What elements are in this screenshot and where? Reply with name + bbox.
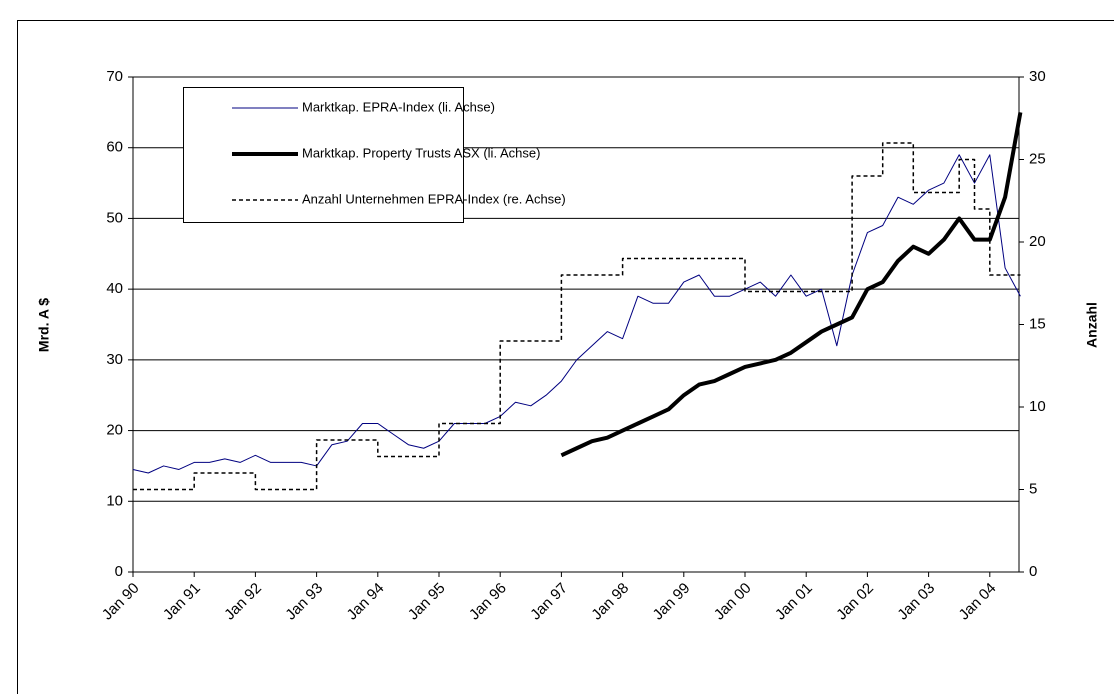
x-tick-label: Jan 92 [221,580,265,624]
y2-tick-label: 25 [1029,150,1046,167]
y2-axis-title: Anzahl [1084,302,1100,348]
series-line [133,142,1021,491]
x-tick-label: Jan 00 [711,580,755,624]
x-tick-label: Jan 96 [466,580,510,624]
y-tick-label: 10 [106,492,123,509]
y2-tick-label: 15 [1029,315,1046,332]
x-tick-label: Jan 93 [282,580,326,624]
x-tick-label: Jan 99 [650,580,694,624]
y2-tick-label: 0 [1029,563,1037,580]
x-tick-label: Jan 02 [833,580,877,624]
x-tick-label: Jan 98 [588,580,632,624]
y-tick-label: 50 [106,209,123,226]
x-tick-label: Jan 97 [527,580,571,624]
y2-tick-label: 5 [1029,480,1037,497]
legend: Marktkap. EPRA-Index (li. Achse) Marktkap… [183,87,566,223]
x-tick-label: Jan 01 [772,580,816,624]
x-tick-label: Jan 03 [894,580,938,624]
y-axis-title: Mrd. A $ [36,298,52,352]
x-tick-label: Jan 90 [99,580,143,624]
y-tick-label: 70 [106,68,123,85]
x-tick-label: Jan 94 [344,580,388,624]
y-tick-label: 30 [106,351,123,368]
y-tick-label: 40 [106,280,123,297]
x-tick-label: Jan 95 [405,580,449,624]
y2-tick-label: 20 [1029,233,1046,250]
chart-border [17,20,1114,694]
x-tick-label: Jan 04 [956,580,1000,624]
y2-tick-label: 30 [1029,68,1046,85]
y2-tick-label: 10 [1029,398,1046,415]
series-line [560,112,1023,458]
legend-label: Anzahl Unternehmen EPRA-Index (re. Achse… [302,191,566,206]
legend-box [183,87,464,223]
y-tick-label: 60 [106,139,123,156]
legend-label: Marktkap. Property Trusts ASX (li. Achse… [302,145,540,160]
series-line [132,154,1021,474]
legend-label: Marktkap. EPRA-Index (li. Achse) [302,99,495,114]
x-tick-label: Jan 91 [160,580,204,624]
y-tick-label: 20 [106,422,123,439]
y-tick-label: 0 [115,563,123,580]
